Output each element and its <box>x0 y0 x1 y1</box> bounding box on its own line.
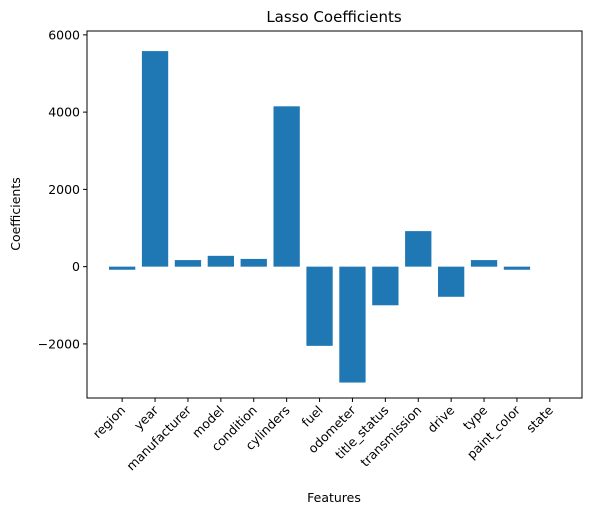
y-tick-label: −2000 <box>38 336 80 351</box>
x-tick-label: state <box>523 402 556 435</box>
x-tick-label: fuel <box>298 403 325 430</box>
bar-type <box>470 260 498 267</box>
bar-condition <box>240 258 267 267</box>
plot-frame <box>86 30 583 399</box>
bar-transmission <box>405 231 432 267</box>
bar-year <box>141 51 169 267</box>
y-axis-title: Coefficients <box>8 177 23 251</box>
x-tick-label: region <box>90 403 129 442</box>
y-tick-label: 4000 <box>48 105 80 120</box>
bar-cylinders <box>273 106 300 267</box>
bar-drive <box>438 266 465 297</box>
bar-title-status <box>372 266 399 306</box>
y-axis: −2000 0 2000 4000 6000 <box>38 27 87 351</box>
y-tick-label: 2000 <box>48 182 80 197</box>
bar-model <box>207 255 234 267</box>
bar-paint-color <box>503 266 531 270</box>
x-axis-title: Features <box>307 490 361 505</box>
y-tick-label: 6000 <box>48 27 80 42</box>
chart-title: Lasso Coefficients <box>266 8 402 26</box>
bar-region <box>109 266 136 270</box>
bar-fuel <box>306 266 333 346</box>
x-axis: region yearmanufacturermodelconditioncyli… <box>90 398 556 473</box>
bar-odometer <box>339 266 366 383</box>
x-tick-label: drive <box>424 402 457 435</box>
bar-manufacturer <box>174 260 202 267</box>
bars-group <box>109 51 531 383</box>
y-tick-label: 0 <box>72 259 80 274</box>
